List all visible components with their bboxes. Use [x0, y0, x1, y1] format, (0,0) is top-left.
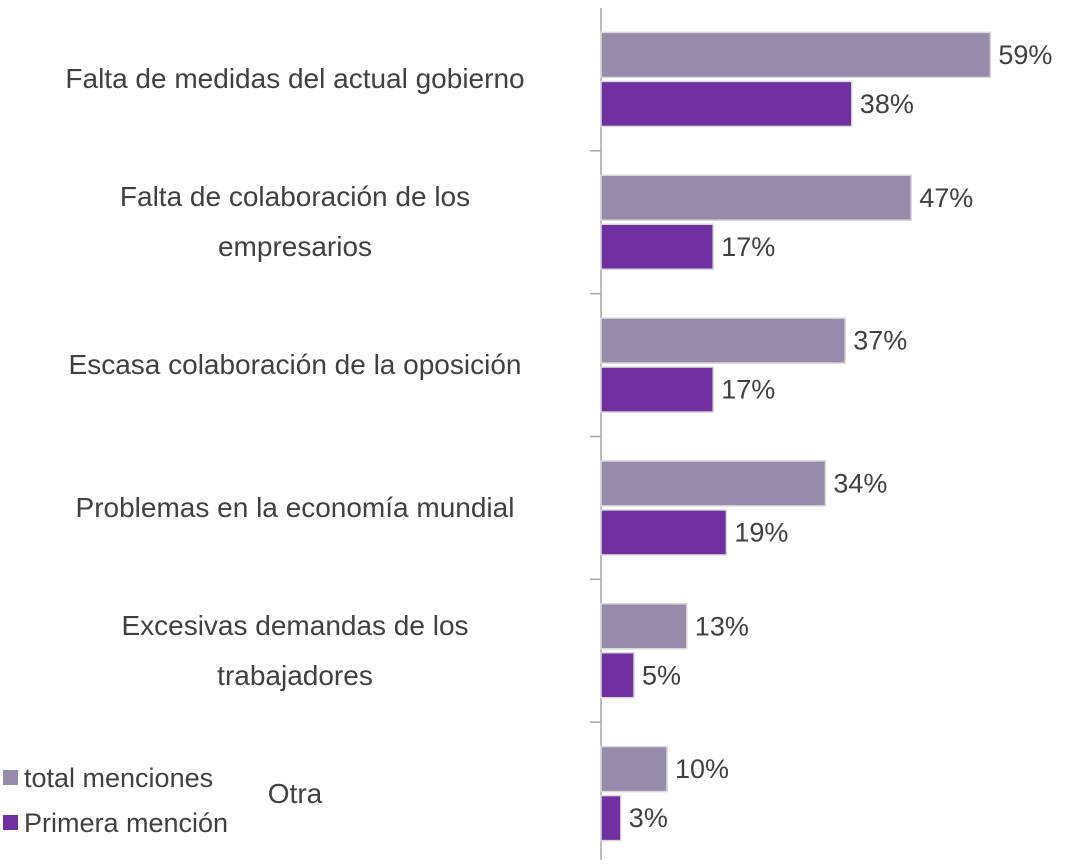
bar [600, 366, 714, 413]
data-label: 13% [695, 611, 749, 641]
bar [600, 652, 635, 699]
data-label: 47% [919, 183, 973, 213]
category-label: Excesivas demandas de los trabajadores [121, 609, 469, 691]
category-label: Otra [267, 777, 323, 809]
data-label: 10% [675, 754, 729, 784]
legend-swatch [3, 815, 18, 830]
data-label: 17% [721, 232, 775, 262]
bar [600, 31, 992, 79]
category-label: Falta de colaboración de los empresarios [119, 181, 471, 263]
bar [600, 223, 714, 270]
data-label: 19% [734, 518, 788, 548]
bar [600, 603, 688, 650]
bar [600, 745, 668, 793]
bar [600, 174, 912, 221]
data-label: 3% [629, 803, 668, 833]
category-label: Problemas en la economía mundial [75, 491, 515, 523]
category-label: Falta de medidas del actual gobierno [65, 63, 525, 95]
bar [600, 794, 622, 842]
bar [600, 80, 853, 128]
data-label: 17% [721, 375, 775, 405]
data-label: 5% [642, 660, 681, 690]
bar [600, 460, 827, 507]
legend-swatch [3, 770, 18, 785]
legend-label: total menciones [24, 763, 213, 793]
legend-label: Primera mención [24, 808, 228, 838]
data-label: 38% [860, 89, 914, 119]
data-label: 34% [833, 469, 887, 499]
category-label: Escasa colaboración de la oposición [68, 349, 522, 381]
data-label: 59% [998, 40, 1052, 70]
bar [600, 509, 728, 556]
bar [600, 317, 846, 364]
data-label: 37% [853, 326, 907, 356]
